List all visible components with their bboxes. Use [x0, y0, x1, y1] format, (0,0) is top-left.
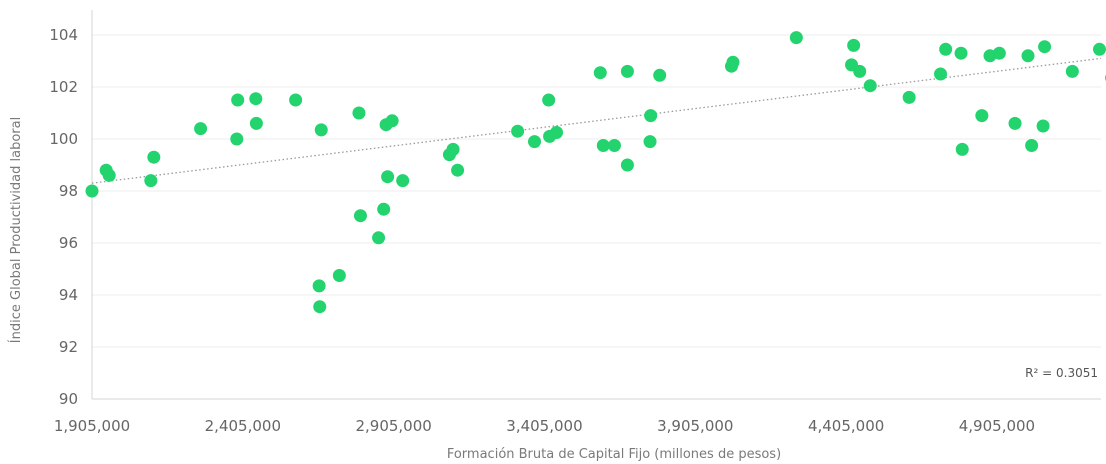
- data-point: [789, 31, 803, 45]
- data-point: [352, 106, 366, 120]
- data-point: [249, 116, 263, 130]
- data-point: [528, 135, 542, 149]
- data-point: [1092, 42, 1106, 56]
- data-point: [289, 93, 303, 107]
- y-tick-label: 96: [59, 234, 78, 252]
- data-point: [144, 174, 158, 188]
- data-point: [1065, 64, 1079, 78]
- data-point: [902, 90, 916, 104]
- y-tick-label: 100: [49, 130, 78, 148]
- data-point: [607, 139, 621, 152]
- data-point: [312, 279, 326, 293]
- x-axis-ticks: 1,905,000 2,405,000 2,905,000 3,405,000 3,90…: [54, 417, 1035, 435]
- data-point: [353, 209, 367, 223]
- data-point: [596, 139, 610, 152]
- data-point: [231, 93, 245, 107]
- data-point: [381, 170, 395, 184]
- data-point: [847, 38, 861, 52]
- data-point: [313, 300, 327, 314]
- data-point: [396, 174, 410, 188]
- data-point: [1008, 116, 1022, 130]
- y-tick-label: 104: [49, 26, 78, 44]
- data-point: [377, 202, 391, 216]
- x-axis-title: Formación Bruta de Capital Fijo (millone…: [447, 447, 781, 462]
- data-point: [85, 184, 99, 198]
- x-tick-label: 2,905,000: [355, 417, 431, 435]
- data-point: [372, 231, 386, 245]
- data-point: [954, 46, 968, 60]
- data-point: [1036, 119, 1050, 133]
- x-tick-label: 2,405,000: [205, 417, 281, 435]
- data-point: [332, 269, 346, 282]
- data-point: [853, 64, 867, 78]
- data-point: [542, 93, 556, 107]
- data-point: [249, 92, 263, 106]
- x-tick-label: 3,905,000: [657, 417, 733, 435]
- data-point: [230, 132, 244, 146]
- data-point: [511, 124, 525, 138]
- trendline: [91, 57, 1102, 184]
- data-point: [593, 66, 607, 80]
- x-tick-label: 4,905,000: [959, 417, 1035, 435]
- data-point: [939, 42, 953, 56]
- x-tick-label: 3,405,000: [506, 417, 582, 435]
- data-point: [550, 126, 564, 139]
- data-point: [194, 122, 208, 136]
- data-point: [314, 123, 328, 137]
- data-point: [620, 158, 634, 172]
- y-tick-label: 102: [49, 78, 78, 96]
- data-point: [975, 109, 989, 123]
- data-point: [644, 109, 658, 123]
- data-point: [934, 67, 948, 81]
- data-point: [451, 163, 465, 177]
- gridlines: [92, 34, 1101, 348]
- data-point: [726, 55, 740, 69]
- y-tick-label: 92: [59, 338, 78, 356]
- data-point: [1038, 40, 1052, 54]
- data-point: [147, 150, 161, 164]
- data-point: [446, 142, 460, 156]
- data-point: [620, 64, 634, 78]
- data-point: [1021, 49, 1035, 63]
- data-point: [653, 68, 667, 82]
- data-point: [102, 168, 116, 182]
- r-squared-annotation: R² = 0.3051: [1025, 366, 1098, 380]
- data-point: [643, 135, 657, 149]
- data-point: [955, 142, 969, 156]
- data-point: [992, 46, 1006, 60]
- data-point: [863, 79, 877, 93]
- y-axis-title: Índice Global Productividad laboral: [8, 117, 24, 343]
- data-point: [1025, 139, 1039, 152]
- data-point: [385, 114, 399, 128]
- data-points: [85, 31, 1106, 314]
- y-tick-label: 90: [59, 390, 78, 408]
- y-axis-ticks: 90 92 94 96 98 100 102 104: [49, 26, 78, 408]
- x-tick-label: 1,905,000: [54, 417, 130, 435]
- y-tick-label: 98: [59, 182, 78, 200]
- y-tick-label: 94: [59, 286, 78, 304]
- x-tick-label: 4,405,000: [808, 417, 884, 435]
